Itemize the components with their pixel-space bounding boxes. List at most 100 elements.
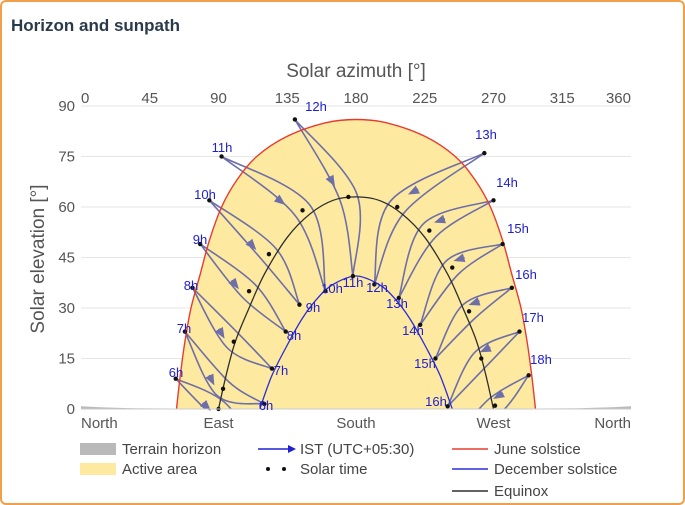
solar-time-dot: [482, 150, 487, 156]
hour-label: 11h: [212, 140, 233, 155]
solar-time-dot: [445, 404, 450, 409]
analemma-arrow: [479, 343, 492, 353]
hour-label: 17h: [522, 310, 544, 325]
analemma-arrow: [273, 194, 286, 206]
legend-label: Terrain horizon: [122, 441, 221, 458]
legend-arrowhead-ist: [288, 445, 296, 453]
solar-time-dot: [372, 282, 377, 287]
solar-time-dot: [395, 204, 400, 210]
solar-time-dot: [300, 208, 305, 213]
legend-label: Solar time: [300, 461, 368, 478]
solar-time-dot: [220, 386, 226, 391]
solar-time-dot: [283, 329, 288, 334]
y-tick-label: 30: [58, 300, 75, 317]
solar-time-dot: [197, 241, 203, 247]
hour-label: 8h: [184, 278, 198, 293]
x-bottom-tick-label: North: [594, 415, 631, 432]
y-tick-label: 45: [58, 250, 75, 267]
solar-time-dot: [292, 117, 298, 122]
terrain-horizon: [81, 406, 631, 409]
hour-label: 8h: [287, 328, 301, 343]
x-top-tick-label: 315: [550, 90, 575, 107]
solar-time-dot: [427, 228, 432, 233]
hour-label: 7h: [177, 321, 191, 336]
hour-label: 7h: [274, 363, 288, 378]
analemma-arrow: [325, 174, 335, 187]
solar-time-dot: [190, 285, 195, 290]
solar-time-dot: [500, 241, 505, 247]
legend-label: IST (UTC+05:30): [300, 441, 414, 458]
analemma-arrow: [493, 389, 506, 400]
solar-time-dot: [297, 302, 302, 307]
solar-time-dot: [479, 356, 484, 361]
analemma-arrow: [468, 297, 481, 306]
y-axis-title: Solar elevation [°]: [28, 184, 49, 333]
legend-dot: [282, 467, 286, 471]
hour-label: 10h: [194, 187, 216, 202]
analemma-arrow: [434, 214, 447, 224]
x-bottom-tick-label: North: [81, 415, 118, 432]
x-top-tick-label: 180: [343, 90, 368, 107]
solar-time-dot: [492, 403, 498, 408]
x-top-tick-label: 0: [81, 90, 89, 107]
solar-time-dot: [207, 198, 212, 203]
solar-time-dot: [491, 198, 496, 203]
solar-time-dot: [173, 376, 178, 381]
x-top-tick-label: 270: [481, 90, 506, 107]
hour-label: 14h: [402, 323, 424, 338]
solar-time-dot: [266, 251, 272, 257]
solar-time-dot: [417, 322, 423, 328]
solar-time-dot: [517, 329, 522, 334]
hour-label: 16h: [425, 394, 447, 409]
y-tick-label: 75: [58, 149, 75, 166]
analemma-arrow: [245, 238, 257, 251]
hour-label: 15h: [507, 221, 529, 236]
active-area: [176, 119, 536, 409]
x-top-axis-title: Solar azimuth [°]: [286, 61, 426, 82]
x-top-tick-label: 90: [210, 90, 227, 107]
solar-time-dot: [323, 288, 328, 294]
solar-time-dots: [173, 117, 531, 412]
hour-label: 16h: [515, 267, 537, 282]
x-bottom-tick-label: West: [477, 415, 512, 432]
y-tick-label: 90: [58, 98, 75, 115]
analemma-arrow: [453, 253, 466, 263]
hour-label: 18h: [530, 352, 552, 367]
solar-time-dot: [182, 329, 188, 334]
solar-time-dot: [396, 295, 401, 301]
solar-time-dot: [219, 154, 224, 159]
panel-title: Horizon and sunpath: [11, 16, 181, 35]
solar-time-dot: [433, 356, 438, 361]
solar-time-dot: [350, 273, 356, 279]
legend: Terrain horizon IST (UTC+05:30) June solst…: [80, 441, 617, 500]
analemma-arrow: [228, 277, 239, 290]
legend-label: Active area: [122, 461, 198, 478]
solar-time-dot: [231, 339, 236, 344]
x-top-tick-label: 360: [606, 90, 631, 107]
solar-time-dot: [450, 265, 455, 270]
hour-label: 15h: [414, 356, 436, 371]
legend-swatch-terrain: [80, 443, 116, 455]
axes: Solar azimuth [°] Solar elevation [°] 0 1…: [28, 61, 631, 432]
terrain-area: [539, 406, 631, 409]
hour-label: 6h: [259, 398, 273, 413]
sunpath-series: [175, 118, 537, 410]
solar-time-dot: [509, 285, 515, 290]
legend-label: Equinox: [494, 483, 549, 500]
hour-label: 13h: [475, 127, 497, 142]
x-top-tick-label: 135: [275, 90, 300, 107]
terrain-area: [81, 406, 173, 409]
y-tick-label: 0: [67, 401, 75, 418]
solar-time-dot: [466, 309, 472, 314]
hour-label: 11h: [343, 275, 364, 290]
hour-label: 10h: [321, 281, 343, 296]
analemma-arrow: [407, 185, 420, 195]
y-tick-label: 60: [58, 199, 75, 216]
solar-time-dot: [269, 366, 275, 371]
x-top-tick-label: 45: [141, 90, 158, 107]
legend-label: June solstice: [494, 441, 581, 458]
equinox-line: [217, 196, 495, 410]
hour-label: 12h: [305, 99, 327, 114]
solar-time-dot: [526, 373, 531, 378]
